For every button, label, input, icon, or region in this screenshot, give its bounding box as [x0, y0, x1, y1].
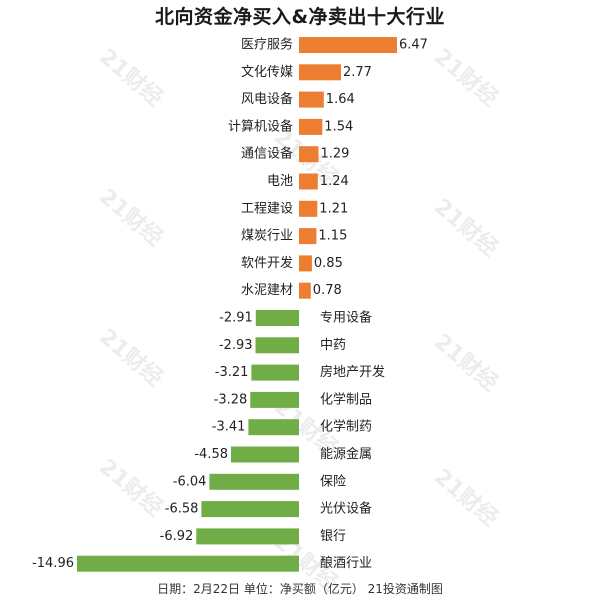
category-label-19: 酿酒行业 [320, 555, 372, 571]
category-label-8: 软件开发 [241, 255, 293, 271]
category-label-12: 房地产开发 [320, 364, 385, 380]
category-label-10: 专用设备 [320, 310, 372, 326]
bar-4 [299, 146, 319, 163]
bar-19 [77, 555, 299, 572]
category-label-7: 煤炭行业 [241, 229, 293, 244]
value-label-15: -4.58 [194, 447, 228, 462]
bar-8 [299, 255, 312, 272]
bar-10 [255, 310, 299, 326]
bar-0 [299, 37, 397, 53]
value-label-4: 1.29 [321, 147, 350, 162]
value-label-16: -6.04 [173, 474, 207, 489]
bar-16 [209, 473, 299, 490]
category-label-3: 计算机设备 [228, 118, 293, 134]
bar-11 [255, 337, 299, 354]
value-label-8: 0.85 [314, 256, 343, 271]
bar-6 [299, 200, 318, 217]
value-label-0: 6.47 [399, 38, 428, 53]
bar-14 [248, 419, 299, 436]
value-label-11: -2.93 [219, 338, 253, 353]
value-label-17: -6.58 [165, 502, 199, 517]
bar-7 [299, 228, 317, 245]
category-label-1: 文化传媒 [241, 65, 293, 80]
category-label-18: 银行 [320, 529, 346, 544]
value-label-1: 2.77 [343, 65, 372, 80]
bar-5 [299, 173, 318, 190]
value-label-12: -3.21 [215, 365, 249, 380]
bar-1 [299, 64, 341, 81]
value-label-7: 1.15 [318, 229, 347, 244]
value-label-10: -2.91 [219, 311, 253, 326]
value-label-5: 1.24 [320, 174, 349, 189]
value-label-3: 1.54 [324, 119, 353, 134]
category-label-14: 化学制药 [320, 419, 372, 435]
category-label-11: 中药 [320, 338, 346, 353]
value-label-2: 1.64 [326, 92, 355, 107]
category-label-2: 风电设备 [241, 91, 293, 107]
bar-9 [299, 282, 311, 299]
chart-title: 北向资金净买入&净卖出十大行业 [154, 6, 446, 28]
category-label-5: 电池 [267, 174, 293, 189]
category-label-6: 工程建设 [241, 201, 293, 216]
footer-note: 日期：2月22日 单位：净买额（亿元） 21投资通制图 [157, 582, 443, 596]
category-label-15: 能源金属 [320, 446, 372, 462]
value-label-6: 1.21 [319, 201, 348, 216]
value-label-18: -6.92 [160, 529, 194, 544]
value-label-9: 0.78 [313, 283, 342, 298]
category-label-9: 水泥建材 [241, 283, 293, 298]
bar-2 [299, 91, 324, 108]
value-label-19: -14.96 [32, 556, 74, 571]
category-label-17: 光伏设备 [320, 501, 372, 517]
bar-3 [299, 118, 323, 135]
value-label-13: -3.28 [214, 392, 248, 407]
bar-12 [251, 364, 299, 381]
bar-13 [250, 391, 299, 408]
bar-15 [231, 446, 299, 463]
bar-18 [196, 528, 299, 545]
category-label-0: 医疗服务 [241, 37, 293, 53]
bar-17 [201, 501, 299, 518]
category-label-4: 通信设备 [241, 146, 293, 162]
value-label-14: -3.41 [212, 420, 246, 435]
category-label-16: 保险 [320, 474, 346, 489]
category-label-13: 化学制品 [320, 391, 372, 407]
